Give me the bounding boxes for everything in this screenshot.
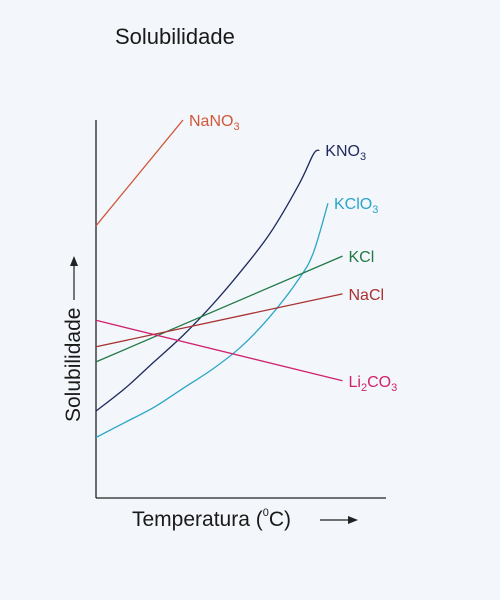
x-axis-label-group: Temperatura (0C) — [132, 507, 358, 531]
series-line-KClO3 — [95, 203, 329, 439]
chart-title: Solubilidade — [115, 24, 235, 49]
series-label-Li2CO3: Li2CO3 — [349, 374, 398, 394]
series-label-NaNO3: NaNO3 — [189, 113, 240, 133]
series-NaNO3: NaNO3 — [95, 113, 240, 227]
series-layer: NaNO3 KNO3 KClO3 KCl NaCl Li2CO3 — [95, 113, 398, 439]
y-axis-arrow-head — [70, 256, 78, 266]
y-axis-label: Solubilidade — [62, 308, 85, 422]
x-axis-arrow-head — [348, 516, 358, 524]
series-NaCl: NaCl — [95, 287, 385, 348]
series-label-KCl: KCl — [349, 249, 375, 266]
series-label-NaCl: NaCl — [349, 287, 385, 304]
series-label-KClO3: KClO3 — [334, 196, 378, 216]
series-KClO3: KClO3 — [95, 196, 378, 439]
x-axis-label: Temperatura (0C) — [132, 507, 291, 531]
series-line-NaCl — [95, 293, 343, 348]
series-label-KNO3: KNO3 — [325, 143, 366, 163]
series-KCl: KCl — [95, 249, 375, 363]
y-axis-label-group: Solubilidade — [62, 256, 85, 422]
series-line-NaNO3 — [95, 119, 184, 227]
series-Li2CO3: Li2CO3 — [95, 319, 398, 394]
series-KNO3: KNO3 — [95, 143, 366, 412]
series-line-Li2CO3 — [95, 319, 343, 382]
series-line-KCl — [95, 255, 343, 363]
series-line-KNO3 — [95, 149, 320, 412]
